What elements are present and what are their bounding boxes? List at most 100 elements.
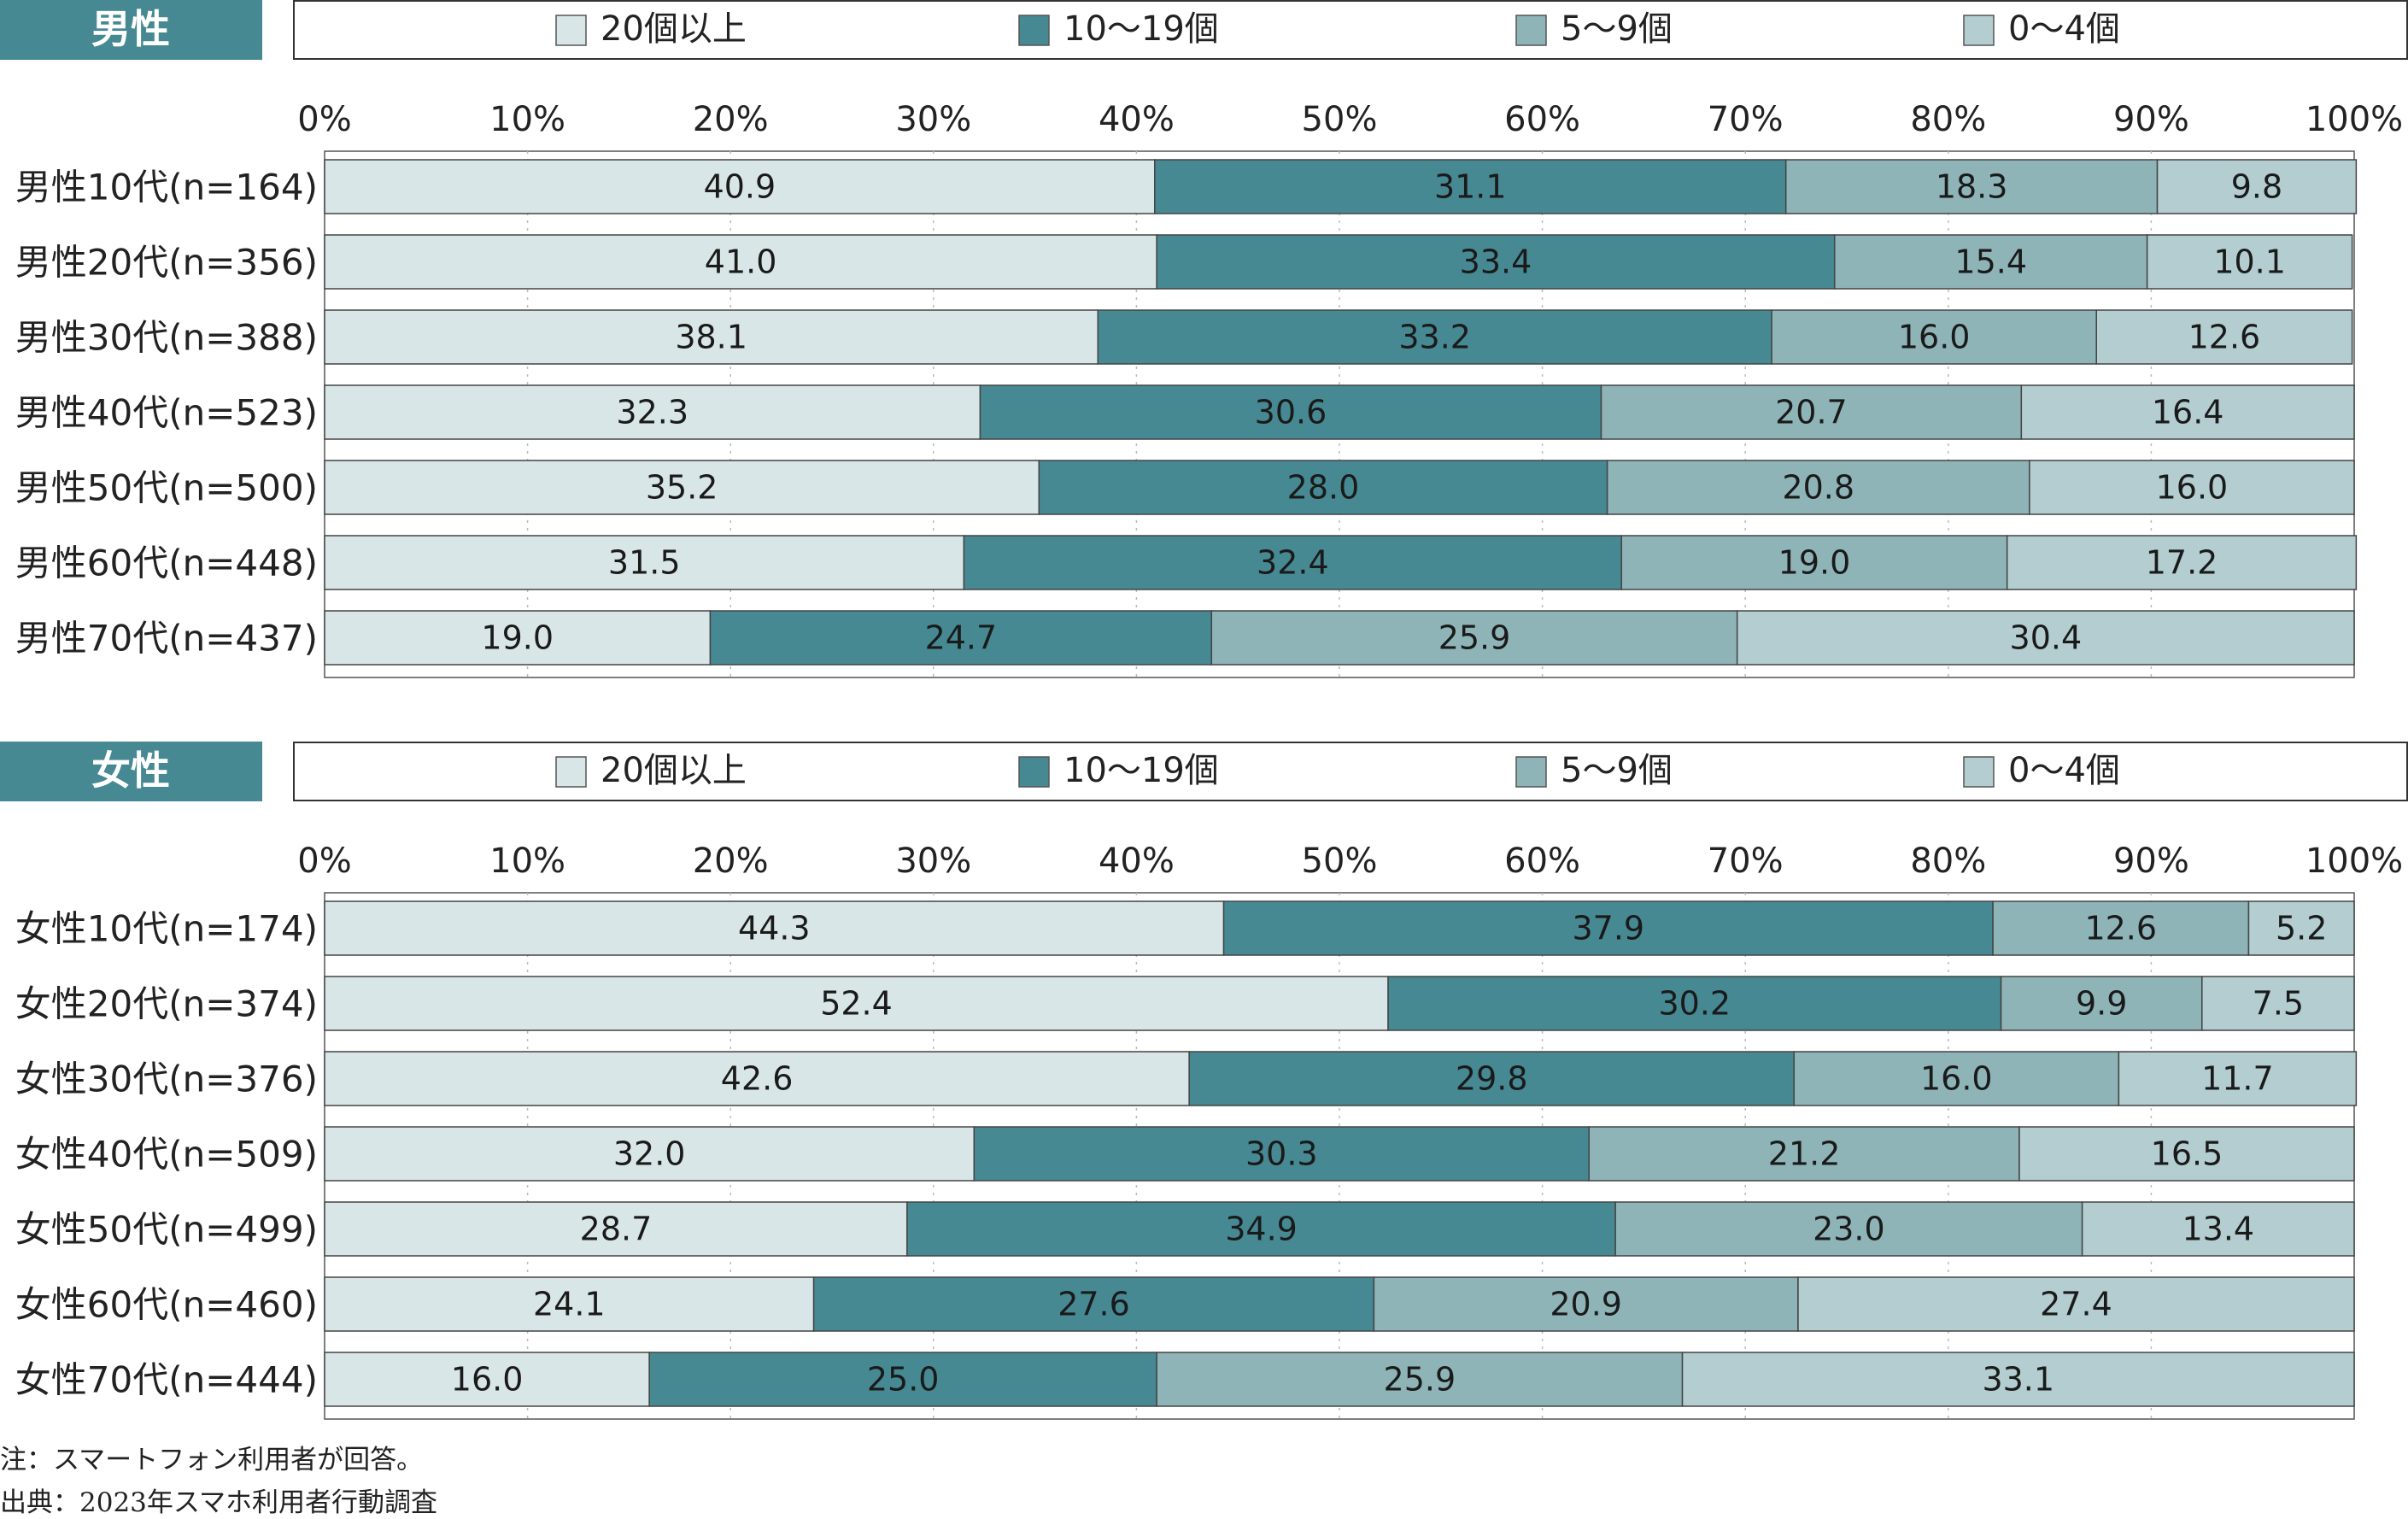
legend-label-3: 0～4個 bbox=[2008, 751, 2120, 790]
bar-segment bbox=[1154, 159, 1787, 214]
panel-title-box bbox=[0, 742, 262, 801]
data-label: 13.4 bbox=[2182, 1211, 2255, 1248]
data-label: 24.7 bbox=[925, 619, 998, 657]
legend-swatch-0 bbox=[555, 756, 587, 788]
data-label: 17.2 bbox=[2146, 544, 2218, 582]
category-label: 男性20代(n=356) bbox=[15, 242, 318, 284]
axis-tick-label: 20% bbox=[693, 100, 769, 139]
legend-swatch-2 bbox=[1515, 15, 1547, 46]
axis-tick-label: 10% bbox=[489, 100, 565, 139]
bar-segment bbox=[324, 1201, 908, 1257]
axis-tick-label: 30% bbox=[895, 100, 971, 139]
data-label: 21.2 bbox=[1768, 1135, 1841, 1173]
legend-swatch-3 bbox=[1963, 15, 1995, 46]
data-label: 16.0 bbox=[1898, 319, 1971, 356]
bar-segment bbox=[1771, 309, 2097, 365]
bar-segment bbox=[2146, 234, 2353, 290]
bar-segment bbox=[2018, 1126, 2355, 1182]
bar-segment bbox=[2095, 309, 2353, 365]
axis-tick-label: 80% bbox=[1910, 842, 1986, 881]
data-label: 16.4 bbox=[2152, 394, 2224, 431]
bar-segment bbox=[973, 1126, 1590, 1182]
panel-title: 女性 bbox=[91, 748, 170, 794]
legend-label-1: 10～19個 bbox=[1063, 751, 1219, 790]
legend-label-2: 5～9個 bbox=[1561, 9, 1673, 49]
category-label: 男性30代(n=388) bbox=[15, 317, 318, 359]
data-label: 33.2 bbox=[1398, 319, 1471, 356]
axis-tick-label: 0% bbox=[297, 842, 351, 881]
source-note: 出典：2023年スマホ利用者行動調査 bbox=[0, 1487, 437, 1518]
data-label: 7.5 bbox=[2253, 985, 2304, 1023]
category-label: 男性40代(n=523) bbox=[15, 392, 318, 434]
category-label: 男性60代(n=448) bbox=[15, 542, 318, 584]
axis-tick-label: 10% bbox=[489, 842, 565, 881]
axis-tick-label: 50% bbox=[1302, 100, 1378, 139]
axis-tick-label: 30% bbox=[895, 842, 971, 881]
data-label: 30.2 bbox=[1658, 985, 1731, 1023]
bar-segment bbox=[709, 610, 1213, 666]
data-label: 30.3 bbox=[1245, 1135, 1318, 1173]
legend-swatch-1 bbox=[1018, 15, 1050, 46]
bar-segment bbox=[324, 234, 1157, 290]
bar-segment bbox=[1588, 1126, 2020, 1182]
data-label: 16.0 bbox=[1920, 1060, 1993, 1098]
data-label: 32.0 bbox=[613, 1135, 686, 1173]
bar-segment bbox=[324, 159, 1156, 214]
axis-tick-label: 90% bbox=[2113, 842, 2189, 881]
data-label: 9.9 bbox=[2076, 985, 2127, 1023]
category-label: 女性50代(n=499) bbox=[15, 1209, 318, 1251]
bar-segment bbox=[1188, 1051, 1795, 1106]
data-label: 9.8 bbox=[2231, 168, 2282, 206]
category-label: 女性60代(n=460) bbox=[15, 1284, 318, 1326]
data-label: 32.3 bbox=[616, 394, 688, 431]
axis-tick-label: 100% bbox=[2305, 100, 2403, 139]
bar-segment bbox=[1614, 1201, 2083, 1257]
data-label: 23.0 bbox=[1813, 1211, 1885, 1248]
bar-segment bbox=[324, 1352, 650, 1407]
bar-segment bbox=[2006, 535, 2358, 590]
data-label: 20.8 bbox=[1782, 469, 1854, 507]
bar-segment bbox=[324, 535, 965, 590]
data-label: 16.0 bbox=[451, 1361, 524, 1399]
data-label: 25.0 bbox=[867, 1361, 940, 1399]
bar-segment bbox=[2201, 976, 2355, 1031]
bar-segment bbox=[1681, 1352, 2355, 1407]
legend-box bbox=[293, 742, 2408, 801]
axis-tick-label: 100% bbox=[2305, 842, 2403, 881]
data-label: 44.3 bbox=[738, 910, 811, 947]
panel-title-box bbox=[0, 0, 262, 60]
legend-swatch-1 bbox=[1018, 756, 1050, 788]
data-label: 12.6 bbox=[2084, 910, 2157, 947]
legend-swatch-2 bbox=[1515, 756, 1547, 788]
data-label: 25.9 bbox=[1384, 1361, 1456, 1399]
data-label: 28.0 bbox=[1287, 469, 1360, 507]
bar-segment bbox=[963, 535, 1623, 590]
bar-segment bbox=[324, 1051, 1190, 1106]
bar-segment bbox=[2156, 159, 2358, 214]
data-label: 16.5 bbox=[2151, 1135, 2223, 1173]
bar-segment bbox=[979, 384, 1602, 440]
category-label: 女性70代(n=444) bbox=[15, 1359, 318, 1401]
data-label: 37.9 bbox=[1573, 910, 1645, 947]
bar-segment bbox=[2118, 1051, 2358, 1106]
data-label: 24.1 bbox=[533, 1286, 606, 1323]
category-label: 男性10代(n=164) bbox=[15, 167, 318, 208]
data-label: 10.1 bbox=[2213, 243, 2286, 281]
data-label: 27.6 bbox=[1058, 1286, 1130, 1323]
axis-tick-label: 90% bbox=[2113, 100, 2189, 139]
category-label: 女性40代(n=509) bbox=[15, 1134, 318, 1176]
legend-label-0: 20個以上 bbox=[601, 9, 747, 49]
axis-tick-label: 60% bbox=[1504, 100, 1580, 139]
axis-tick-label: 0% bbox=[297, 100, 351, 139]
data-label: 20.7 bbox=[1775, 394, 1848, 431]
bar-segment bbox=[1992, 900, 2250, 956]
panel-female: 女性 20個以上 10～19個 5～9個 0～4個 0% 10% 20% 30% 40% 50% 60… bbox=[0, 742, 2408, 1420]
legend-label-3: 0～4個 bbox=[2008, 9, 2120, 49]
bar-segment bbox=[324, 309, 1099, 365]
bar-segment bbox=[1387, 976, 2002, 1031]
data-label: 41.0 bbox=[705, 243, 777, 281]
data-label: 30.6 bbox=[1255, 394, 1327, 431]
bar-segment bbox=[1793, 1051, 2120, 1106]
axis-tick-label: 40% bbox=[1099, 842, 1175, 881]
data-label: 30.4 bbox=[2010, 619, 2083, 657]
